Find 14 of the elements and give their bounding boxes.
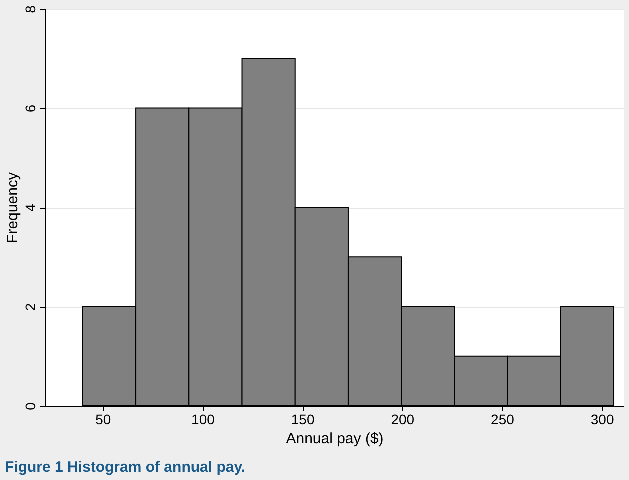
y-tick-label: 8 (22, 5, 38, 14)
x-tick-label: 300 (590, 412, 614, 428)
caption: Figure 1 Histogram of annual pay. (5, 459, 246, 476)
x-tick-label: 200 (391, 412, 415, 428)
y-tick-label: 4 (22, 204, 38, 212)
x-tick-label: 50 (96, 412, 112, 428)
y-tick-label: 2 (22, 303, 38, 312)
x-tick-label: 150 (291, 412, 315, 428)
y-axis-title: Frequency (4, 172, 22, 244)
y-tick-label: 6 (22, 104, 38, 113)
y-tick-label: 0 (22, 402, 38, 410)
x-axis-title: Annual pay ($) (286, 430, 384, 448)
x-tick-label: 250 (491, 412, 515, 428)
x-tick-label: 100 (192, 412, 216, 428)
